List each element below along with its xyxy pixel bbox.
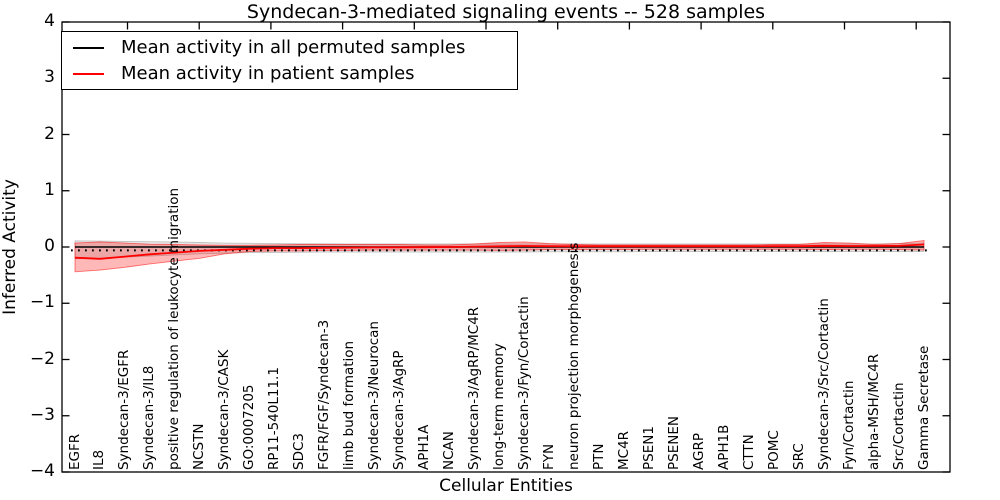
y-axis-title: Inferred Activity: [0, 179, 20, 315]
legend-label-patient: Mean activity in patient samples: [121, 63, 415, 84]
legend-line-patient-icon: [73, 72, 104, 75]
axes-frame: [61, 21, 951, 473]
legend-item-permuted: Mean activity in all permuted samples: [73, 37, 517, 58]
legend-item-patient: Mean activity in patient samples: [73, 63, 517, 84]
legend: Mean activity in all permuted samples Me…: [61, 31, 518, 90]
patient-band: [74, 239, 925, 273]
chart-title: Syndecan-3-mediated signaling events -- …: [246, 1, 766, 23]
legend-line-permuted-icon: [73, 46, 104, 49]
x-axis-title: Cellular Entities: [439, 476, 573, 496]
legend-label-permuted: Mean activity in all permuted samples: [121, 37, 466, 58]
patient-mean-line: [74, 243, 925, 260]
